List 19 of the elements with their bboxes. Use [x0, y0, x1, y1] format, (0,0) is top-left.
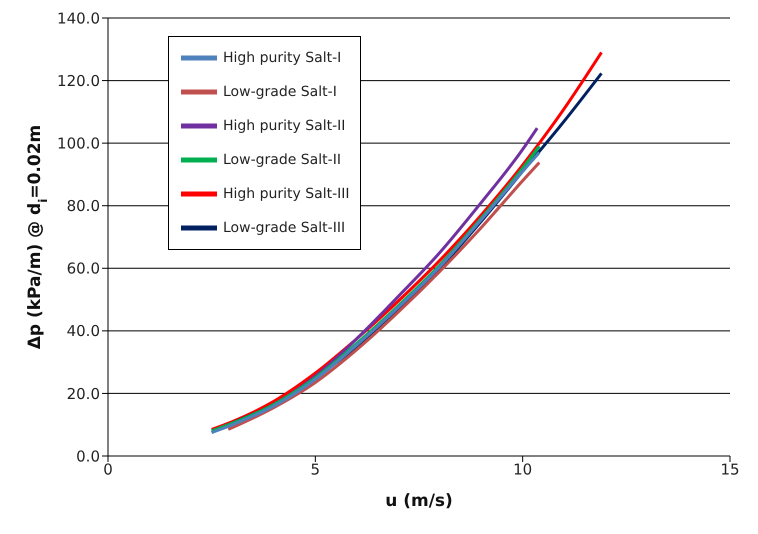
- y-tick-label: 60.0: [66, 260, 100, 278]
- legend-label: Low-grade Salt-II: [223, 152, 341, 168]
- legend-label: Low-grade Salt-III: [223, 220, 346, 236]
- x-axis-title: u (m/s): [385, 491, 453, 511]
- x-tick-label: 10: [513, 460, 532, 479]
- y-tick-label: 100.0: [57, 134, 100, 152]
- y-tick-label: 80.0: [66, 197, 100, 216]
- x-tick-label: 0: [103, 460, 113, 479]
- y-tick-label: 20.0: [66, 384, 100, 403]
- legend-label: High purity Salt-III: [223, 186, 350, 202]
- x-tick-label: 15: [720, 460, 740, 479]
- y-tick-label: 140.0: [57, 9, 100, 28]
- legend-label: Low-grade Salt-I: [223, 84, 337, 100]
- legend-label: High purity Salt-I: [223, 50, 342, 66]
- x-tick-label: 5: [310, 460, 320, 479]
- legend-label: High purity Salt-II: [223, 118, 346, 134]
- y-tick-label: 120.0: [57, 72, 100, 90]
- y-tick-label: 0.0: [76, 447, 100, 466]
- y-tick-label: 40.0: [66, 322, 100, 340]
